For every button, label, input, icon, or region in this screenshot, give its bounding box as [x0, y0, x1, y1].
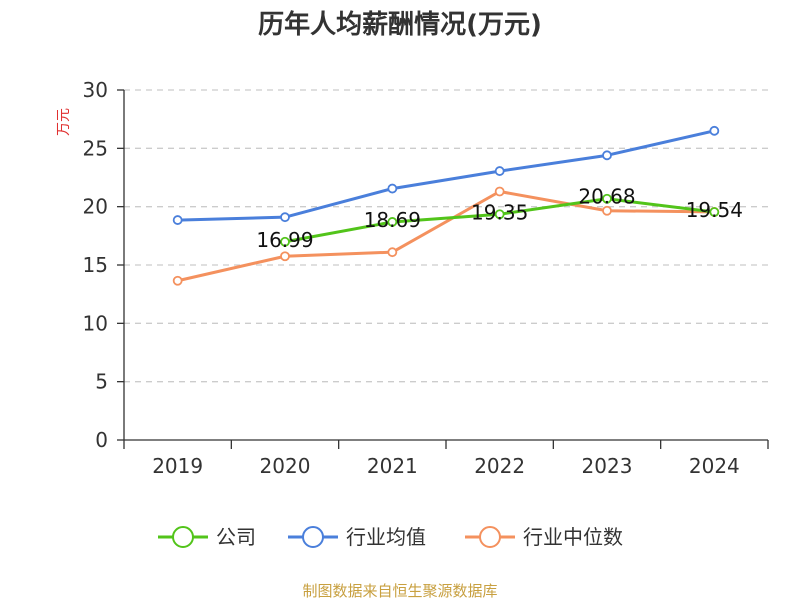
data-point-company [494, 209, 505, 220]
data-point-industry-median [602, 205, 612, 216]
data-point-company [602, 193, 612, 204]
data-point-industry-avg [709, 125, 720, 136]
data-source-note: 制图数据来自恒生聚源数据库 [302, 582, 497, 600]
x-tick-label: 2021 [367, 454, 418, 478]
legend-marker-company [172, 526, 194, 548]
legend: 公司 行业均值 行业中位数 [158, 525, 623, 549]
x-tick-label: 2023 [582, 454, 633, 478]
data-labels: 16.99 18.69 19.35 20.68 19.54 [256, 185, 743, 252]
data-point-industry-median [280, 251, 290, 262]
axes: 0 5 10 15 20 25 30 2019 2020 2021 2022 2023 2024 [83, 78, 769, 478]
series-line-industry-avg [177, 129, 715, 222]
y-tick-label: 0 [95, 428, 108, 452]
data-point-industry-median [494, 186, 505, 197]
data-label-company: 19.35 [471, 200, 528, 224]
data-point-company [387, 217, 398, 227]
data-point-company [709, 207, 720, 217]
y-axis-unit-label: 万元 [56, 108, 72, 136]
series-lines [172, 125, 720, 286]
x-tick-label: 2022 [474, 454, 525, 478]
legend-label-industry-avg: 行业均值 [346, 525, 426, 549]
y-tick-label: 30 [83, 78, 108, 102]
y-tick-label: 15 [83, 253, 108, 277]
data-point-industry-avg [280, 212, 290, 223]
legend-marker-industry-median [479, 526, 501, 548]
data-point-company [280, 236, 290, 247]
data-point-industry-avg [172, 215, 183, 225]
x-tick-label: 2024 [689, 454, 740, 478]
data-point-industry-avg [602, 150, 612, 161]
data-label-company: 18.69 [364, 208, 421, 232]
x-tick-label: 2020 [260, 454, 311, 478]
data-point-industry-avg [387, 183, 398, 194]
legend-marker-industry-avg [302, 526, 324, 548]
legend-label-industry-median: 行业中位数 [523, 525, 623, 549]
data-point-industry-median [172, 275, 183, 286]
data-label-company: 20.68 [578, 185, 635, 209]
data-label-company: 16.99 [256, 228, 313, 252]
legend-label-company: 公司 [216, 525, 256, 549]
chart-title: 历年人均薪酬情况(万元) [258, 9, 542, 40]
series-line-industry-median [177, 190, 715, 283]
x-tick-label: 2019 [152, 454, 203, 478]
y-tick-label: 25 [83, 136, 108, 160]
y-tick-label: 10 [83, 311, 108, 335]
gridlines [124, 89, 768, 383]
data-point-industry-avg [494, 166, 505, 176]
data-label-company: 19.54 [686, 198, 743, 222]
y-tick-label: 20 [83, 195, 108, 219]
data-point-industry-median [387, 247, 398, 258]
y-tick-label: 5 [95, 370, 108, 394]
